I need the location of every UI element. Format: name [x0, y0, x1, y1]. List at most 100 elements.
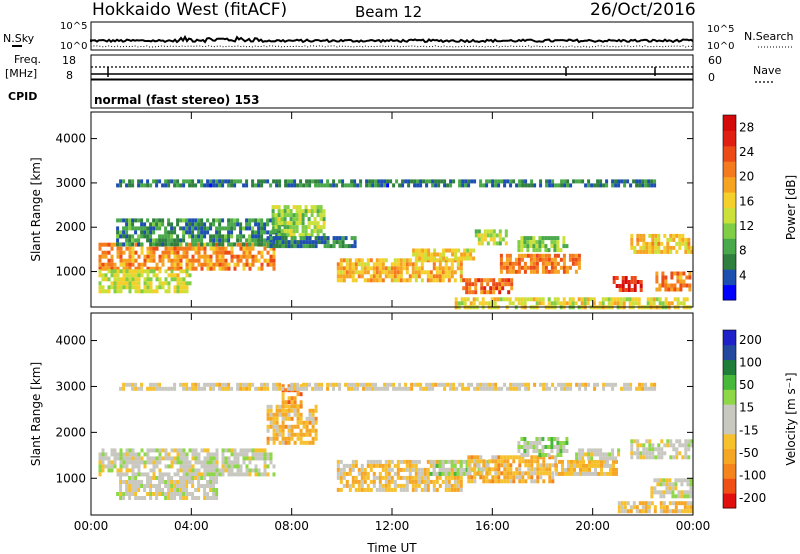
data-cell [185, 266, 189, 271]
data-cell [426, 483, 430, 488]
data-cell [473, 471, 477, 476]
data-cell [480, 241, 484, 246]
data-cell [301, 209, 305, 214]
data-cell [434, 179, 438, 184]
data-cell [161, 250, 165, 255]
data-cell [164, 386, 168, 391]
data-cell [248, 246, 252, 251]
data-cell [598, 301, 602, 306]
data-cell [662, 505, 666, 510]
data-cell [332, 386, 336, 391]
data-cell [582, 459, 585, 464]
data-cell [399, 274, 403, 279]
data-cell [443, 382, 447, 387]
data-cell [345, 479, 349, 484]
data-cell [374, 386, 378, 391]
data-cell [191, 448, 195, 453]
data-cell [179, 242, 183, 247]
data-cell [435, 278, 439, 283]
colorbar-frame [722, 114, 737, 301]
data-cell [556, 449, 560, 453]
data-cell [578, 382, 582, 387]
data-cell [396, 471, 400, 476]
data-cell [571, 253, 575, 258]
data-cell [263, 226, 267, 231]
data-cell [278, 440, 282, 445]
data-cell [578, 179, 582, 184]
data-cell [426, 479, 430, 484]
data-cell [647, 183, 651, 188]
data-cell [218, 246, 222, 251]
data-cell [539, 475, 543, 480]
data-cell [354, 278, 358, 283]
data-cell [188, 262, 192, 267]
data-cell [239, 258, 243, 263]
data-region-4 [336, 459, 463, 492]
data-cell [215, 183, 219, 188]
data-cell [308, 408, 312, 413]
data-cell [209, 246, 213, 251]
data-cell [509, 463, 513, 468]
data-cell [648, 443, 652, 448]
data-cell [128, 484, 132, 488]
data-cell [605, 382, 609, 387]
y-axis-label: Slant Range [km] [29, 157, 43, 261]
data-cell [515, 467, 519, 472]
data-cell [206, 266, 210, 271]
data-cell [284, 244, 288, 249]
data-cell [503, 455, 507, 460]
data-cell [277, 213, 281, 218]
data-cell [155, 464, 159, 469]
data-cell [381, 266, 385, 271]
data-cell [636, 249, 640, 254]
data-cell [134, 285, 138, 290]
data-cell [575, 382, 579, 387]
data-cell [454, 301, 458, 306]
data-cell [128, 382, 132, 387]
data-cell [623, 382, 627, 387]
data-cell [158, 452, 162, 457]
data-cell [239, 238, 243, 243]
data-cell [669, 249, 673, 254]
data-cell [545, 471, 549, 476]
data-cell [119, 285, 123, 290]
data-cell [203, 468, 207, 473]
data-cell [550, 265, 554, 270]
data-cell [260, 382, 264, 387]
data-cell [149, 484, 153, 488]
data-cell [447, 266, 451, 271]
data-cell [365, 386, 369, 391]
data-cell [164, 484, 168, 488]
data-cell [280, 213, 284, 218]
data-cell [532, 297, 536, 302]
data-cell [616, 297, 620, 302]
data-cell [533, 471, 537, 476]
data-cell [287, 436, 291, 441]
freq-tick-low: 8 [66, 69, 73, 82]
data-cell [630, 245, 634, 250]
data-cell [227, 234, 231, 239]
data-cell [657, 241, 661, 246]
data-cell [128, 246, 132, 251]
data-cell [688, 271, 692, 276]
x-tick-label: 08:00 [274, 519, 309, 533]
data-cell [386, 183, 390, 188]
data-cell [498, 286, 502, 291]
data-cell [125, 456, 129, 461]
data-cell [656, 490, 660, 495]
data-cell [304, 205, 308, 210]
data-cell [408, 459, 412, 464]
data-cell [393, 258, 397, 263]
data-cell [468, 278, 472, 283]
data-cell [681, 237, 685, 242]
data-cell [182, 460, 186, 465]
data-cell [480, 278, 484, 283]
data-cell [637, 301, 641, 306]
data-cell [414, 278, 418, 283]
data-cell [378, 258, 382, 263]
data-cell [518, 463, 522, 468]
data-cell [411, 479, 415, 484]
data-cell [501, 237, 505, 242]
data-cell [547, 257, 551, 262]
data-cell [310, 221, 314, 226]
